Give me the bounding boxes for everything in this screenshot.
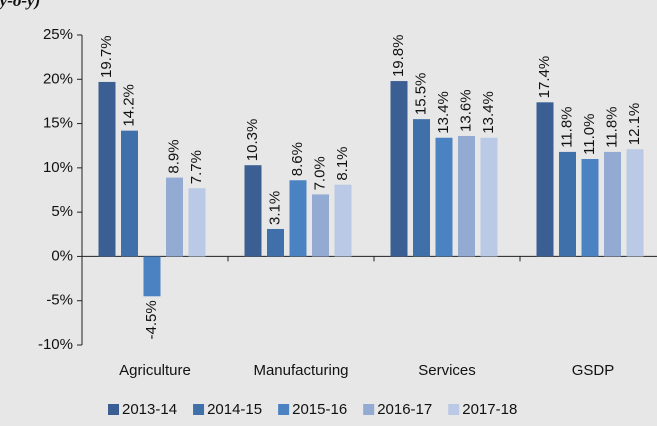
bar xyxy=(559,151,576,257)
value-label: 14.2% xyxy=(120,84,137,127)
value-label: 8.1% xyxy=(334,146,351,180)
bar xyxy=(244,165,262,257)
value-label: 11.8% xyxy=(603,106,620,147)
legend-label: 2017-18 xyxy=(462,401,517,418)
y-tick-label: 10% xyxy=(43,159,73,176)
y-tick-label: 0% xyxy=(51,247,73,264)
y-tick-label: -10% xyxy=(38,336,73,353)
value-label: -4.5% xyxy=(143,300,160,339)
bar xyxy=(536,102,554,257)
bar xyxy=(413,119,430,257)
bar xyxy=(289,180,307,257)
bar xyxy=(121,130,138,257)
legend-swatch xyxy=(108,404,119,415)
legend-swatch xyxy=(193,404,205,415)
value-label: 12.1% xyxy=(626,103,643,146)
y-tick-label: -5% xyxy=(46,292,73,309)
value-label: 13.4% xyxy=(435,91,452,134)
bar xyxy=(166,177,183,257)
legend-label: 2016-17 xyxy=(377,401,432,418)
value-label: 7.7% xyxy=(188,150,205,184)
bar xyxy=(188,188,206,257)
bar xyxy=(267,228,284,257)
legend-swatch xyxy=(448,404,460,415)
bar xyxy=(390,81,408,257)
value-label: 11.8% xyxy=(558,106,575,147)
y-tick-label: 5% xyxy=(51,203,73,220)
y-tick-label: 25% xyxy=(43,26,73,43)
bar xyxy=(334,184,352,257)
bar xyxy=(604,151,621,257)
x-tick-label: Services xyxy=(418,362,476,379)
value-label: 13.6% xyxy=(457,89,474,132)
x-tick-label: GSDP xyxy=(572,362,615,379)
bar xyxy=(458,135,475,257)
value-label: 8.9% xyxy=(165,139,182,173)
bar xyxy=(435,137,453,257)
chart-title: (y-o-y) xyxy=(0,0,40,10)
value-label: 11.0% xyxy=(581,114,598,155)
y-tick-label: 15% xyxy=(43,115,73,132)
bar xyxy=(98,81,116,257)
value-label: 13.4% xyxy=(480,91,497,134)
x-tick-label: Manufacturing xyxy=(253,362,348,379)
value-label: 15.5% xyxy=(412,73,429,116)
value-label: 7.0% xyxy=(311,156,328,190)
legend-label: 2014-15 xyxy=(207,401,262,418)
value-label: 19.7% xyxy=(98,35,115,78)
value-label: 19.8% xyxy=(390,35,407,78)
value-label: 10.3% xyxy=(244,119,261,162)
legend-swatch xyxy=(363,404,375,415)
legend-label: 2015-16 xyxy=(292,401,347,418)
bar xyxy=(581,159,599,257)
bar xyxy=(480,137,498,257)
legend-label: 2013-14 xyxy=(122,401,177,418)
y-tick-label: 20% xyxy=(43,70,73,87)
value-label: 8.6% xyxy=(289,142,306,176)
bar xyxy=(143,256,161,297)
x-tick-label: Agriculture xyxy=(119,362,191,379)
bar xyxy=(312,194,329,257)
legend-swatch xyxy=(278,404,290,415)
value-label: 17.4% xyxy=(536,56,553,99)
bar xyxy=(626,149,644,257)
value-label: 3.1% xyxy=(266,191,283,225)
